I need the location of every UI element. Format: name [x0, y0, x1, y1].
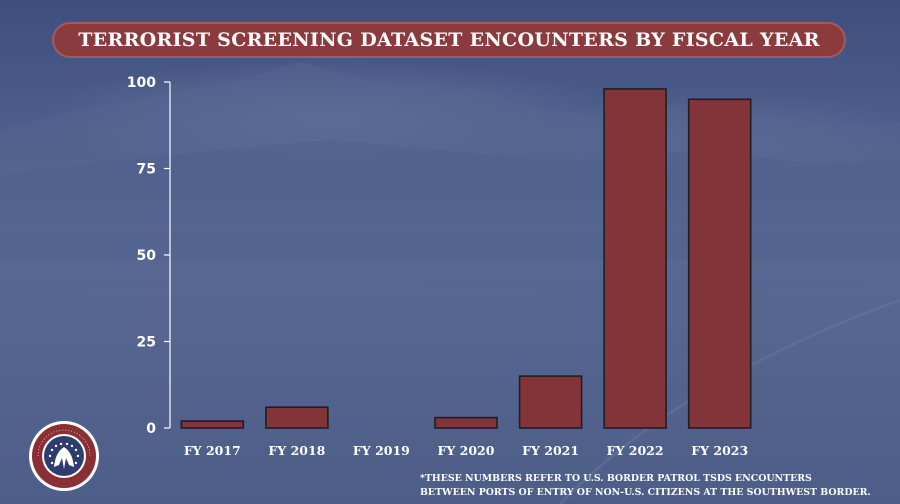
y-tick-label: 50 [137, 248, 157, 264]
bar-fy-2021 [518, 375, 583, 429]
x-tick-label: FY 2020 [438, 443, 495, 458]
bar-fy-2020 [434, 416, 498, 429]
chart-title: TERRORIST SCREENING DATASET ENCOUNTERS B… [78, 29, 820, 51]
x-tick-label: FY 2017 [184, 443, 241, 458]
x-tick-label: FY 2019 [353, 443, 410, 458]
bar-fy-2017 [180, 420, 245, 429]
x-axis: FY 2017 FY 2018 FY 2019 FY 2020 FY 2021 FY 20… [184, 443, 748, 458]
footnote-line-2: BETWEEN PORTS OF ENTRY OF NON-U.S. CITIZ… [420, 487, 871, 498]
title-banner: TERRORIST SCREENING DATASET ENCOUNTERS B… [52, 22, 846, 58]
y-tick-label: 25 [137, 335, 156, 351]
bar-fy-2018 [265, 406, 329, 429]
footnote-line-1: *THESE NUMBERS REFER TO U.S. BORDER PATR… [420, 473, 812, 484]
bar-fy-2022 [603, 88, 667, 429]
x-tick-label: FY 2018 [268, 443, 325, 458]
x-tick-label: FY 2021 [522, 443, 579, 458]
x-tick-label: FY 2023 [691, 443, 748, 458]
y-tick-label: 75 [137, 162, 156, 178]
y-tick-label: 0 [146, 421, 156, 437]
bars [180, 88, 752, 429]
footnote: *THESE NUMBERS REFER TO U.S. BORDER PATR… [420, 472, 892, 500]
x-tick-label: FY 2022 [607, 443, 664, 458]
y-tick-label: 100 [127, 75, 156, 91]
bar-fy-2023 [687, 98, 752, 429]
y-axis: 0 25 50 75 100 [127, 75, 171, 437]
homeland-security-republicans-seal [29, 421, 99, 491]
